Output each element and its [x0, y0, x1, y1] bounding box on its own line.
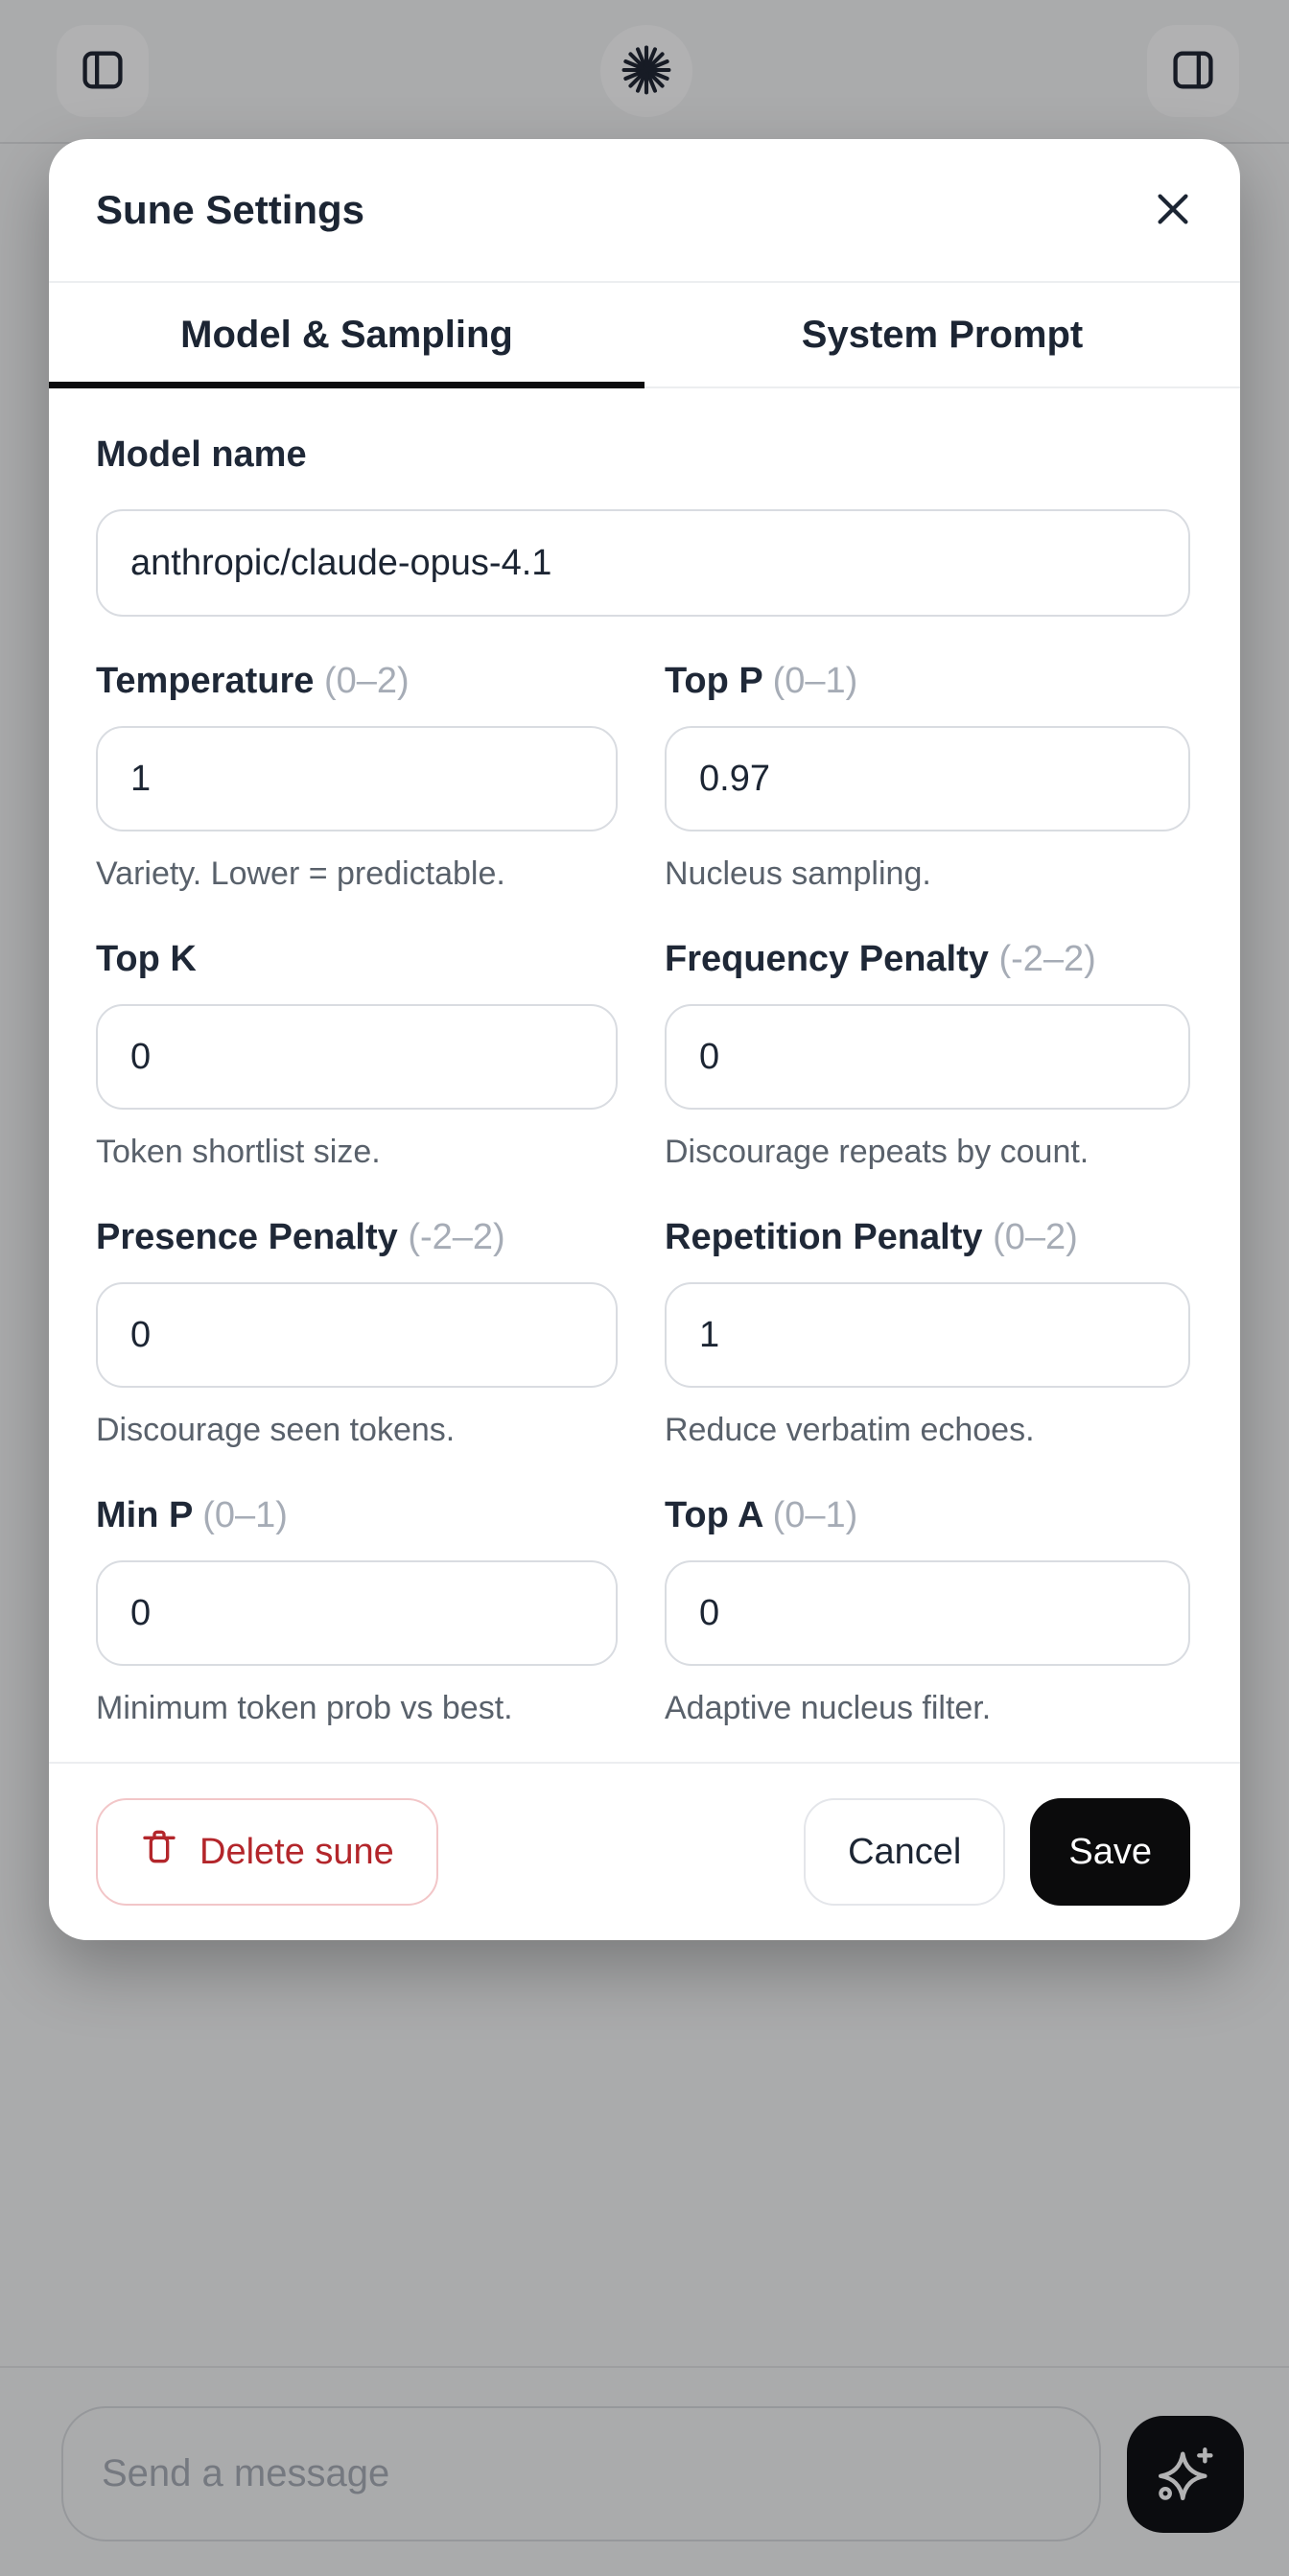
top-k-label: Top K — [96, 939, 197, 979]
temperature-label: Temperature (0–2) — [96, 661, 410, 701]
min-p-input[interactable] — [96, 1560, 618, 1666]
tab-system-prompt[interactable]: System Prompt — [644, 283, 1240, 386]
field-temperature: Temperature (0–2) Variety. Lower = predi… — [96, 659, 618, 893]
modal-header: Sune Settings — [49, 139, 1240, 283]
tab-model-and-sampling[interactable]: Model & Sampling — [49, 283, 644, 388]
temperature-hint: Variety. Lower = predictable. — [96, 855, 505, 892]
cancel-button[interactable]: Cancel — [804, 1798, 1006, 1906]
top-k-hint: Token shortlist size. — [96, 1134, 381, 1170]
frequency-penalty-input[interactable] — [665, 1004, 1190, 1110]
top-a-range: (0–1) — [772, 1495, 858, 1535]
modal-title: Sune Settings — [96, 187, 365, 232]
right-sidebar-toggle-button[interactable] — [1147, 25, 1239, 117]
sparkles-icon — [1154, 2442, 1217, 2508]
top-p-hint: Nucleus sampling. — [665, 855, 931, 892]
modal-footer: Delete sune Cancel Save — [49, 1762, 1240, 1940]
model-name-input[interactable] — [96, 509, 1190, 617]
repetition-penalty-hint: Reduce verbatim echoes. — [665, 1412, 1035, 1448]
field-top-k: Top K Token shortlist size. — [96, 937, 618, 1171]
delete-sune-button[interactable]: Delete sune — [96, 1798, 438, 1906]
repetition-penalty-range: (0–2) — [993, 1217, 1078, 1257]
panel-left-icon — [78, 45, 128, 98]
top-bar — [0, 0, 1289, 144]
top-k-input[interactable] — [96, 1004, 618, 1110]
close-icon — [1151, 187, 1195, 234]
frequency-penalty-range: (-2–2) — [998, 939, 1096, 979]
top-p-range: (0–1) — [772, 661, 858, 701]
top-a-input[interactable] — [665, 1560, 1190, 1666]
field-min-p: Min P (0–1) Minimum token prob vs best. — [96, 1493, 618, 1727]
presence-penalty-hint: Discourage seen tokens. — [96, 1412, 456, 1448]
message-composer — [0, 2366, 1289, 2576]
modal-content: Model name Temperature (0–2) Variety. Lo… — [49, 388, 1240, 1762]
footer-actions: Cancel Save — [804, 1798, 1190, 1906]
temperature-input[interactable] — [96, 726, 618, 831]
top-p-input[interactable] — [665, 726, 1190, 831]
field-repetition-penalty: Repetition Penalty (0–2) Reduce verbatim… — [665, 1215, 1190, 1449]
repetition-penalty-input[interactable] — [665, 1282, 1190, 1388]
send-button[interactable] — [1127, 2416, 1244, 2533]
sune-settings-modal: Sune Settings Model & Sampling System Pr… — [49, 139, 1240, 1940]
min-p-label: Min P (0–1) — [96, 1495, 288, 1535]
repetition-penalty-label: Repetition Penalty (0–2) — [665, 1217, 1078, 1257]
presence-penalty-label: Presence Penalty (-2–2) — [96, 1217, 505, 1257]
delete-sune-label: Delete sune — [199, 1831, 394, 1872]
field-frequency-penalty: Frequency Penalty (-2–2) Discourage repe… — [665, 937, 1190, 1171]
frequency-penalty-hint: Discourage repeats by count. — [665, 1134, 1090, 1170]
top-a-hint: Adaptive nucleus filter. — [665, 1690, 992, 1726]
model-name-label: Model name — [96, 434, 307, 475]
presence-penalty-input[interactable] — [96, 1282, 618, 1388]
presence-penalty-range: (-2–2) — [408, 1217, 505, 1257]
top-p-label: Top P (0–1) — [665, 661, 858, 701]
top-a-label: Top A (0–1) — [665, 1495, 858, 1535]
trash-icon — [140, 1828, 178, 1876]
close-button[interactable] — [1144, 181, 1202, 239]
field-top-a: Top A (0–1) Adaptive nucleus filter. — [665, 1493, 1190, 1727]
tab-bar: Model & Sampling System Prompt — [49, 283, 1240, 388]
message-input[interactable] — [61, 2406, 1101, 2541]
app-home-button[interactable] — [600, 25, 692, 117]
left-sidebar-toggle-button[interactable] — [57, 25, 149, 117]
starburst-icon — [621, 45, 671, 98]
field-model-name: Model name — [96, 433, 1190, 617]
temperature-range: (0–2) — [323, 661, 410, 701]
field-presence-penalty: Presence Penalty (-2–2) Discourage seen … — [96, 1215, 618, 1449]
min-p-hint: Minimum token prob vs best. — [96, 1690, 513, 1726]
min-p-range: (0–1) — [202, 1495, 288, 1535]
field-top-p: Top P (0–1) Nucleus sampling. — [665, 659, 1190, 893]
save-button[interactable]: Save — [1030, 1798, 1190, 1906]
panel-right-icon — [1168, 45, 1218, 98]
frequency-penalty-label: Frequency Penalty (-2–2) — [665, 939, 1096, 979]
parameter-grid: Temperature (0–2) Variety. Lower = predi… — [96, 659, 1190, 1727]
